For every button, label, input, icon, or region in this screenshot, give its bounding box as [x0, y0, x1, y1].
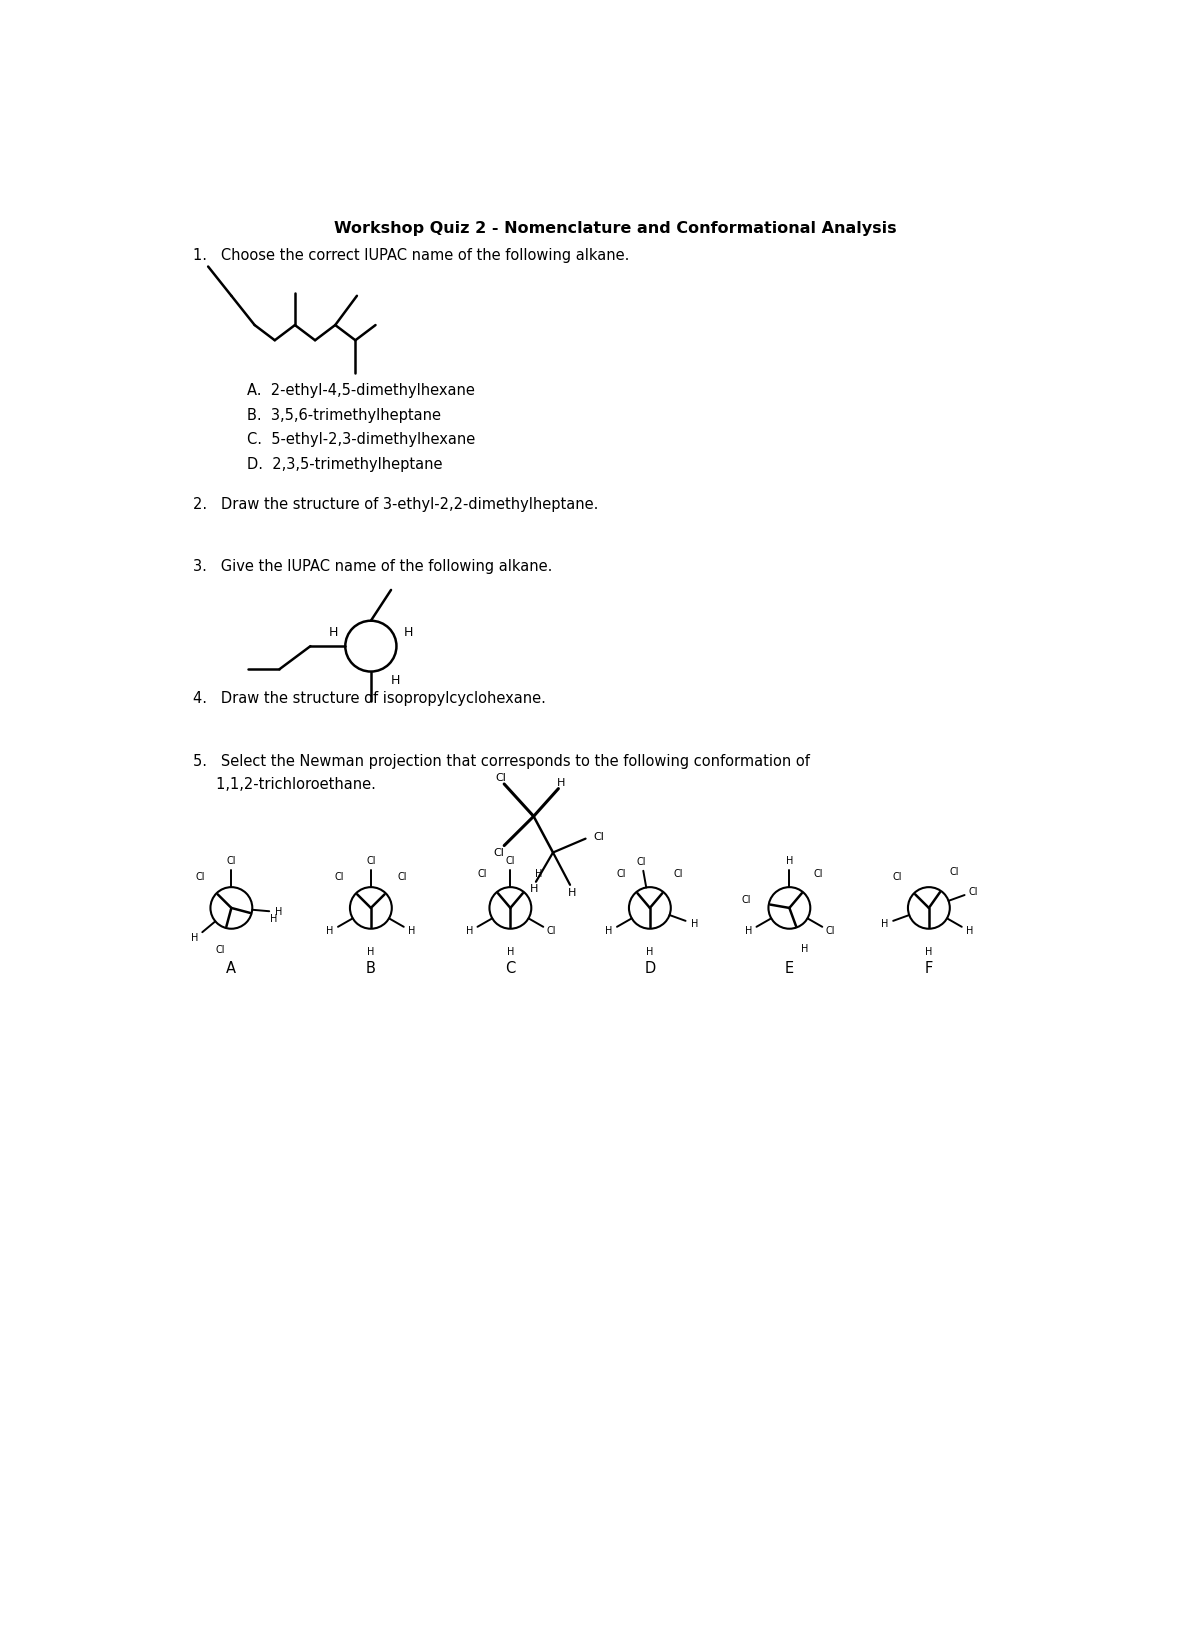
Text: Cl: Cl [968, 888, 978, 898]
Text: H: H [270, 914, 277, 924]
Text: Cl: Cl [593, 832, 604, 842]
Text: H: H [529, 884, 538, 894]
Text: Cl: Cl [496, 772, 506, 782]
Text: Cl: Cl [215, 945, 224, 955]
Text: H: H [691, 919, 698, 929]
Text: H: H [535, 870, 542, 879]
Text: Cl: Cl [742, 896, 751, 906]
Text: E: E [785, 960, 794, 977]
Text: H: H [786, 856, 793, 866]
Text: Cl: Cl [493, 848, 504, 858]
Text: A.  2-ethyl-4,5-dimethylhexane: A. 2-ethyl-4,5-dimethylhexane [247, 383, 475, 398]
Text: H: H [326, 926, 334, 937]
Text: H: H [408, 926, 415, 937]
Text: D: D [644, 960, 655, 977]
Text: H: H [800, 944, 808, 954]
Text: Cl: Cl [893, 871, 902, 881]
Text: H: H [329, 625, 338, 639]
Text: Cl: Cl [673, 870, 683, 879]
Text: H: H [275, 908, 282, 917]
Text: Cl: Cl [227, 856, 236, 866]
Text: Cl: Cl [505, 856, 515, 866]
Text: C: C [505, 960, 516, 977]
Text: Cl: Cl [949, 866, 959, 878]
Text: H: H [403, 625, 413, 639]
Text: Cl: Cl [814, 870, 822, 879]
Text: D.  2,3,5-trimethylheptane: D. 2,3,5-trimethylheptane [247, 457, 443, 472]
Text: H: H [506, 947, 514, 957]
Text: Cl: Cl [826, 926, 835, 937]
Text: Cl: Cl [335, 871, 344, 881]
Text: H: H [466, 926, 473, 937]
Text: H: H [568, 888, 576, 898]
Text: C.  5-ethyl-2,3-dimethylhexane: C. 5-ethyl-2,3-dimethylhexane [247, 432, 475, 447]
Text: H: H [646, 947, 654, 957]
Text: Cl: Cl [196, 871, 205, 881]
Text: H: H [881, 919, 888, 929]
Text: H: H [367, 947, 374, 957]
Text: Cl: Cl [366, 856, 376, 866]
Text: 3.   Give the IUPAC name of the following alkane.: 3. Give the IUPAC name of the following … [193, 559, 552, 574]
Text: H: H [192, 934, 199, 944]
Text: 2.   Draw the structure of 3-ethyl-2,2-dimethylheptane.: 2. Draw the structure of 3-ethyl-2,2-dim… [193, 497, 598, 512]
Text: Cl: Cl [617, 870, 626, 879]
Text: B.  3,5,6-trimethylheptane: B. 3,5,6-trimethylheptane [247, 408, 440, 422]
Text: A: A [227, 960, 236, 977]
Text: H: H [605, 926, 613, 937]
Text: B: B [366, 960, 376, 977]
Text: H: H [557, 779, 565, 789]
Text: 5.   Select the Newman projection that corresponds to the following conformation: 5. Select the Newman projection that cor… [193, 754, 810, 769]
Text: 4.   Draw the structure of isopropylcyclohexane.: 4. Draw the structure of isopropylcycloh… [193, 691, 546, 706]
Text: Cl: Cl [637, 856, 647, 866]
Text: H: H [391, 675, 401, 688]
Text: 1,1,2-trichloroethane.: 1,1,2-trichloroethane. [193, 777, 376, 792]
Text: Cl: Cl [397, 871, 407, 881]
Text: H: H [925, 947, 932, 957]
Text: Cl: Cl [546, 926, 556, 937]
Text: Workshop Quiz 2 - Nomenclature and Conformational Analysis: Workshop Quiz 2 - Nomenclature and Confo… [334, 221, 896, 236]
Text: 1.   Choose the correct IUPAC name of the following alkane.: 1. Choose the correct IUPAC name of the … [193, 248, 629, 264]
Text: Cl: Cl [478, 870, 487, 879]
Text: H: H [745, 926, 752, 937]
Text: F: F [925, 960, 934, 977]
Text: H: H [966, 926, 973, 937]
